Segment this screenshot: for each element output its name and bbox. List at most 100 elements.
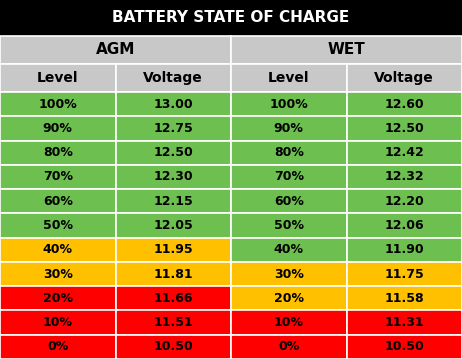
Bar [231, 140, 346, 165]
Text: 11.31: 11.31 [384, 316, 424, 329]
Bar [0, 140, 116, 165]
Text: WET: WET [328, 42, 365, 57]
Text: 60%: 60% [274, 195, 304, 208]
Bar [116, 262, 231, 286]
Text: 40%: 40% [43, 243, 73, 256]
Bar [0, 36, 231, 64]
Text: 12.60: 12.60 [384, 98, 424, 111]
Bar [0, 0, 462, 36]
Bar [231, 36, 462, 64]
Bar [116, 140, 231, 165]
Text: 13.00: 13.00 [153, 98, 193, 111]
Bar [0, 262, 116, 286]
Bar [116, 116, 231, 140]
Text: 12.30: 12.30 [153, 171, 193, 183]
Bar [116, 335, 231, 359]
Bar [346, 213, 462, 238]
Text: 100%: 100% [38, 98, 77, 111]
Text: 70%: 70% [43, 171, 73, 183]
Text: 11.51: 11.51 [153, 316, 193, 329]
Text: 10%: 10% [43, 316, 73, 329]
Text: 12.50: 12.50 [384, 122, 424, 135]
Text: 80%: 80% [43, 146, 73, 159]
Text: 10.50: 10.50 [384, 340, 424, 353]
Text: 12.50: 12.50 [153, 146, 193, 159]
Bar [0, 286, 116, 311]
Bar [116, 286, 231, 311]
Bar [231, 238, 346, 262]
Bar [0, 189, 116, 213]
Bar [0, 64, 116, 92]
Text: 12.15: 12.15 [153, 195, 193, 208]
Bar [231, 64, 346, 92]
Text: 90%: 90% [274, 122, 304, 135]
Text: 11.81: 11.81 [153, 267, 193, 280]
Text: BATTERY STATE OF CHARGE: BATTERY STATE OF CHARGE [112, 10, 350, 25]
Text: 80%: 80% [274, 146, 304, 159]
Bar [0, 165, 116, 189]
Bar [231, 213, 346, 238]
Bar [346, 165, 462, 189]
Bar [0, 213, 116, 238]
Text: Voltage: Voltage [374, 71, 434, 85]
Bar [116, 213, 231, 238]
Text: 12.06: 12.06 [384, 219, 424, 232]
Text: 11.95: 11.95 [153, 243, 193, 256]
Bar [231, 262, 346, 286]
Text: 20%: 20% [274, 292, 304, 305]
Text: 12.20: 12.20 [384, 195, 424, 208]
Text: 30%: 30% [43, 267, 73, 280]
Bar [346, 140, 462, 165]
Text: 40%: 40% [274, 243, 304, 256]
Bar [346, 116, 462, 140]
Text: 20%: 20% [43, 292, 73, 305]
Bar [0, 116, 116, 140]
Text: 11.75: 11.75 [384, 267, 424, 280]
Text: 12.42: 12.42 [384, 146, 424, 159]
Text: 11.58: 11.58 [384, 292, 424, 305]
Bar [231, 286, 346, 311]
Text: 50%: 50% [43, 219, 73, 232]
Text: 12.75: 12.75 [153, 122, 193, 135]
Bar [116, 92, 231, 116]
Text: 12.05: 12.05 [153, 219, 193, 232]
Bar [346, 311, 462, 335]
Bar [0, 238, 116, 262]
Bar [231, 311, 346, 335]
Text: Level: Level [268, 71, 310, 85]
Bar [346, 189, 462, 213]
Bar [231, 189, 346, 213]
Bar [0, 311, 116, 335]
Bar [231, 92, 346, 116]
Text: 100%: 100% [269, 98, 308, 111]
Bar [0, 92, 116, 116]
Text: 30%: 30% [274, 267, 304, 280]
Bar [0, 335, 116, 359]
Text: 10.50: 10.50 [153, 340, 193, 353]
Bar [231, 116, 346, 140]
Bar [231, 335, 346, 359]
Text: 10%: 10% [274, 316, 304, 329]
Text: 12.32: 12.32 [384, 171, 424, 183]
Bar [116, 165, 231, 189]
Text: 0%: 0% [278, 340, 299, 353]
Text: 70%: 70% [274, 171, 304, 183]
Bar [116, 238, 231, 262]
Bar [116, 311, 231, 335]
Bar [231, 165, 346, 189]
Text: 11.90: 11.90 [384, 243, 424, 256]
Text: 60%: 60% [43, 195, 73, 208]
Text: AGM: AGM [96, 42, 135, 57]
Text: 11.66: 11.66 [153, 292, 193, 305]
Text: 50%: 50% [274, 219, 304, 232]
Text: Voltage: Voltage [143, 71, 203, 85]
Bar [346, 286, 462, 311]
Bar [346, 262, 462, 286]
Text: 0%: 0% [47, 340, 68, 353]
Text: Level: Level [37, 71, 79, 85]
Bar [346, 64, 462, 92]
Text: 90%: 90% [43, 122, 73, 135]
Bar [116, 189, 231, 213]
Bar [116, 64, 231, 92]
Bar [346, 92, 462, 116]
